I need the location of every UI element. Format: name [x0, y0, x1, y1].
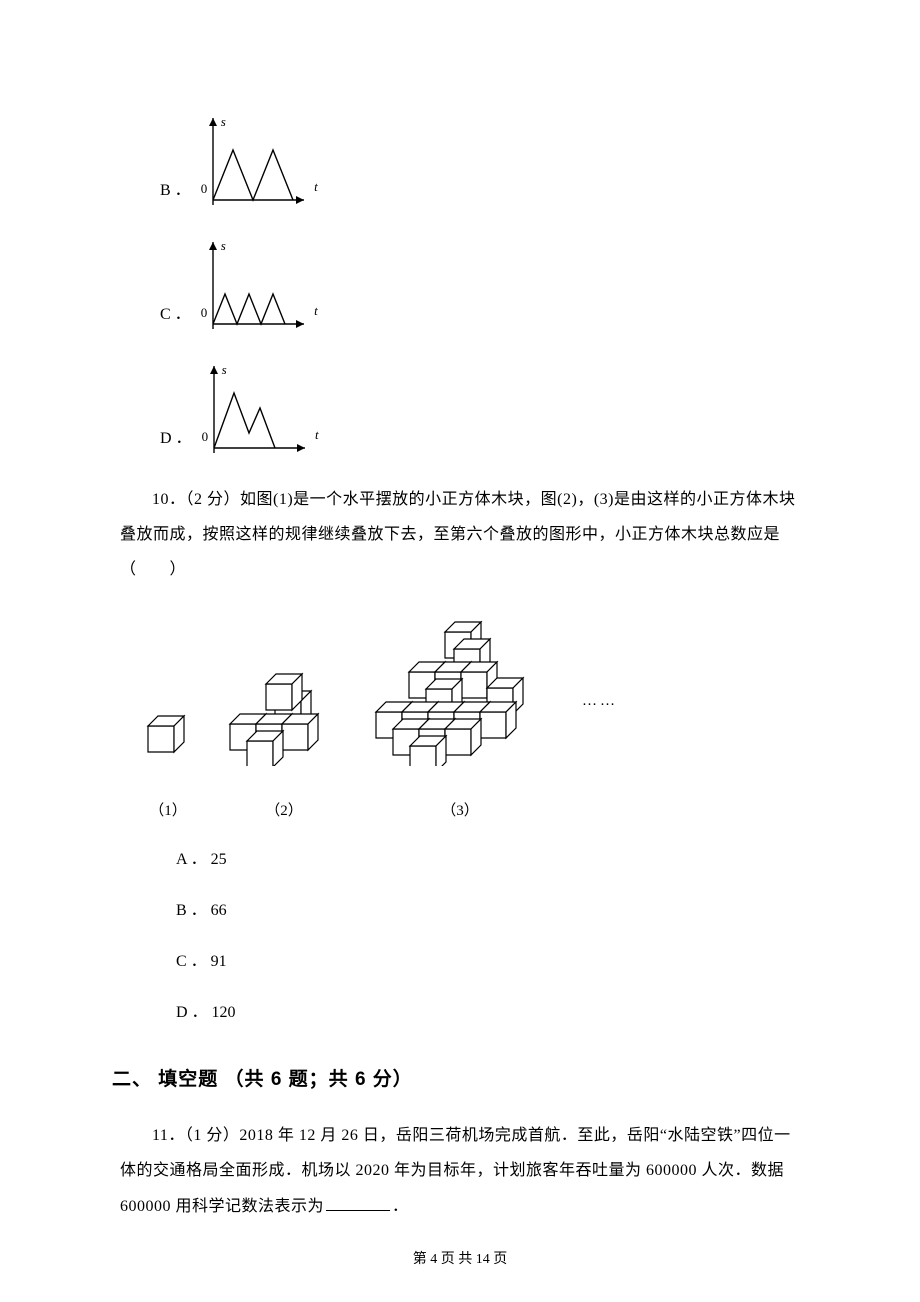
option-c-graph: s 0 t — [199, 234, 314, 334]
cube-1: （1） — [138, 706, 198, 828]
option-d-graph: s 0 t — [200, 358, 315, 458]
option-b-graph: s 0 t — [199, 110, 314, 210]
axis-zero-label: 0 — [202, 423, 209, 452]
axis-zero-label: 0 — [201, 299, 208, 328]
q10-choice-a: A ． 25 — [176, 842, 800, 877]
axis-s-label: s — [221, 108, 226, 137]
axis-s-label: s — [222, 356, 227, 385]
cube-2-caption: （2） — [224, 795, 344, 828]
cube-2-svg — [224, 666, 344, 766]
section-2-title: 二、 填空题 （共 6 题；共 6 分） — [112, 1059, 800, 1101]
cube-3-svg — [370, 616, 550, 766]
q11-blank — [326, 1210, 390, 1211]
option-c-row: C ． s 0 t — [160, 234, 800, 334]
cube-3: （3） — [370, 616, 550, 828]
q10-figure: （1） — [138, 616, 800, 828]
page-footer: 第 4 页 共 14 页 — [0, 1245, 920, 1276]
option-d-label: D ． — [160, 421, 192, 458]
q11-text-before: 11．（1 分）2018 年 12 月 26 日，岳阳三荷机场完成首航．至此，岳… — [120, 1127, 791, 1214]
q11-text: 11．（1 分）2018 年 12 月 26 日，岳阳三荷机场完成首航．至此，岳… — [120, 1118, 800, 1224]
graph-d-svg — [200, 358, 315, 458]
graph-b-svg — [199, 110, 314, 210]
q11-text-after: ． — [392, 1198, 409, 1215]
option-d-row: D ． s 0 t — [160, 358, 800, 458]
cube-1-svg — [138, 706, 198, 766]
q10-choice-c: C ． 91 — [176, 944, 800, 979]
option-c-label: C ． — [160, 297, 191, 334]
axis-t-label: t — [315, 421, 319, 450]
q10-choice-d: D ． 120 — [176, 995, 800, 1030]
option-b-label: B ． — [160, 173, 191, 210]
axis-s-label: s — [221, 232, 226, 261]
cube-ellipsis: …… — [582, 685, 618, 758]
page: B ． s 0 t C ． s 0 t — [0, 0, 920, 1302]
q10-choice-b: B ． 66 — [176, 893, 800, 928]
graph-c-svg — [199, 234, 314, 334]
q10-text: 10．（2 分）如图(1)是一个水平摆放的小正方体木块，图(2)，(3)是由这样… — [120, 482, 800, 588]
axis-t-label: t — [314, 297, 318, 326]
cube-2: （2） — [224, 666, 344, 828]
axis-t-label: t — [314, 173, 318, 202]
axis-zero-label: 0 — [201, 175, 208, 204]
option-b-row: B ． s 0 t — [160, 110, 800, 210]
cube-3-caption: （3） — [370, 795, 550, 828]
cube-1-caption: （1） — [138, 795, 198, 828]
